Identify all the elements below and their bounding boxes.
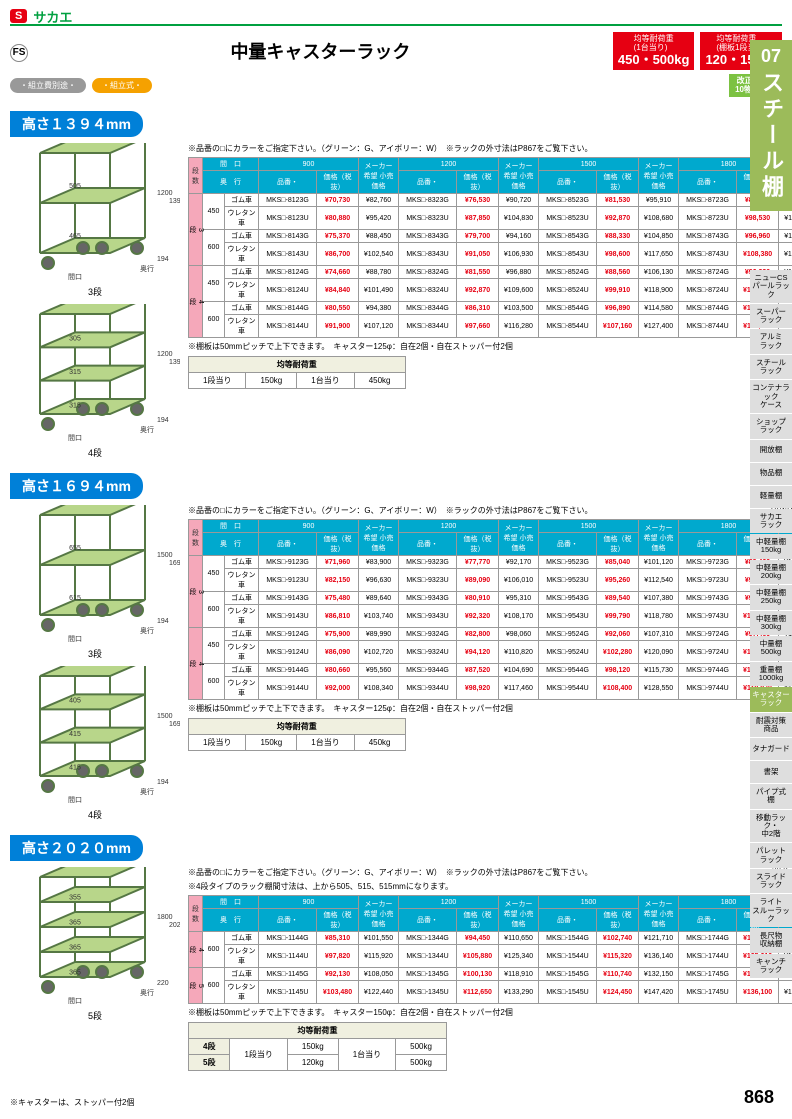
rack-drawing: 40541541515001694194間口奥行4段 bbox=[10, 666, 180, 821]
svg-text:194: 194 bbox=[157, 618, 169, 625]
category-item: タナガード bbox=[750, 738, 792, 760]
page-number: 868 bbox=[744, 1087, 782, 1108]
svg-text:1500: 1500 bbox=[157, 552, 173, 559]
table-note-extra: ※4段タイプのラック棚間寸法は、上から505、515、515mmになります。 bbox=[188, 881, 792, 892]
top-bar: S サカエ bbox=[10, 8, 782, 26]
load-table: 均等耐荷重1段当り150kg1台当り450kg bbox=[188, 356, 406, 389]
category-item: パレット ラック bbox=[750, 843, 792, 868]
price-table: 段 数間 口900メーカー 希望 小売価格1200メーカー 希望 小売価格150… bbox=[188, 157, 792, 338]
category-item: スーパー ラック bbox=[750, 304, 792, 329]
svg-text:1500: 1500 bbox=[157, 713, 173, 720]
svg-text:365: 365 bbox=[69, 970, 81, 977]
svg-text:415: 415 bbox=[69, 731, 81, 738]
svg-text:1394: 1394 bbox=[169, 198, 180, 205]
table-note: ※品番の□にカラーをご指定下さい。（グリーン：G、アイボリー：W） ※ラックの外… bbox=[188, 143, 792, 154]
svg-text:1694: 1694 bbox=[169, 721, 180, 728]
svg-text:奥行: 奥行 bbox=[140, 787, 154, 796]
table-note: ※品番の□にカラーをご指定下さい。（グリーン：G、アイボリー：W） ※ラックの外… bbox=[188, 505, 792, 516]
svg-text:305: 305 bbox=[69, 336, 81, 343]
price-table: 段 数間 口900メーカー 希望 小売価格1200メーカー 希望 小売価格150… bbox=[188, 895, 792, 1004]
category-item: サカエ ラック bbox=[750, 509, 792, 534]
logo-brand: サカエ bbox=[33, 7, 72, 26]
category-item: 中量棚 500kg bbox=[750, 636, 792, 661]
svg-text:間口: 間口 bbox=[68, 796, 82, 804]
svg-text:194: 194 bbox=[157, 256, 169, 263]
table-footnote: ※棚板は50mmピッチで上下できます。 キャスター150φ：自在2個・自在ストッ… bbox=[188, 1007, 792, 1018]
svg-text:194: 194 bbox=[157, 779, 169, 786]
page-footnote: ※キャスターは、ストッパー付2個 bbox=[10, 1097, 134, 1108]
page-title: 中量キャスターラック bbox=[34, 38, 607, 64]
svg-text:405: 405 bbox=[69, 698, 81, 705]
category-item: スチール ラック bbox=[750, 355, 792, 380]
rack-drawing: 35536536536518002020220間口奥行5段 bbox=[10, 867, 180, 1022]
svg-text:間口: 間口 bbox=[68, 273, 82, 281]
category-item: 中軽量棚 300kg bbox=[750, 611, 792, 636]
category-item: ライト スルーラック bbox=[750, 894, 792, 927]
category-item: 重量棚 1000kg bbox=[750, 662, 792, 687]
section-s3-title: 高さ２０２０mm bbox=[10, 835, 143, 861]
svg-text:奥行: 奥行 bbox=[140, 626, 154, 635]
category-item: コンテナラック ケース bbox=[750, 380, 792, 413]
price-table: 段 数間 口900メーカー 希望 小売価格1200メーカー 希望 小売価格150… bbox=[188, 519, 792, 700]
svg-text:465: 465 bbox=[69, 233, 81, 240]
category-item: 中軽量棚 200kg bbox=[750, 560, 792, 585]
svg-text:505: 505 bbox=[69, 183, 81, 190]
fs-icon: FS bbox=[10, 44, 28, 62]
svg-text:1200: 1200 bbox=[157, 190, 173, 197]
category-item: キャンチ ラック bbox=[750, 954, 792, 979]
category-item: ショップ ラック bbox=[750, 414, 792, 439]
svg-text:355: 355 bbox=[69, 895, 81, 902]
svg-text:315: 315 bbox=[69, 403, 81, 410]
chapter-tab: 07 スチール棚 bbox=[750, 40, 792, 211]
svg-text:間口: 間口 bbox=[68, 434, 82, 442]
category-item: アルミ ラック bbox=[750, 329, 792, 354]
load-table: 均等耐荷重1段当り150kg1台当り450kg bbox=[188, 718, 406, 751]
category-item: スライド ラック bbox=[750, 869, 792, 894]
section-s2-title: 高さ１６９４mm bbox=[10, 473, 143, 499]
svg-text:415: 415 bbox=[69, 765, 81, 772]
category-item: 長尺物 収納棚 bbox=[750, 928, 792, 953]
svg-text:365: 365 bbox=[69, 945, 81, 952]
svg-text:間口: 間口 bbox=[68, 997, 82, 1005]
svg-text:間口: 間口 bbox=[68, 635, 82, 643]
svg-text:2020: 2020 bbox=[169, 922, 180, 929]
category-item: 耐震対策 商品 bbox=[750, 713, 792, 738]
load-badge-total: 均等耐荷重 (1台当り) 450・500kg bbox=[613, 32, 695, 70]
svg-text:194: 194 bbox=[157, 417, 169, 424]
svg-text:1200: 1200 bbox=[157, 351, 173, 358]
table-footnote: ※棚板は50mmピッチで上下できます。 キャスター125φ：自在2個・自在ストッ… bbox=[188, 341, 792, 352]
svg-text:奥行: 奥行 bbox=[140, 425, 154, 434]
rack-drawing: 30531531512001394194間口奥行4段 bbox=[10, 304, 180, 459]
table-note: ※品番の□にカラーをご指定下さい。（グリーン：G、アイボリー：W） ※ラックの外… bbox=[188, 867, 792, 878]
svg-text:奥行: 奥行 bbox=[140, 988, 154, 997]
category-item: 軽量棚 bbox=[750, 486, 792, 508]
rack-drawing: 50546512001394194間口奥行3段 bbox=[10, 143, 180, 298]
category-item: パイプ式 棚 bbox=[750, 784, 792, 809]
pill-assembly-fee: ・組立費別途・ bbox=[10, 78, 86, 93]
category-item: キャスター ラック bbox=[750, 687, 792, 712]
svg-text:220: 220 bbox=[157, 980, 169, 987]
load-table: 均等耐荷重4段1段当り150kg1台当り500kg5段120kg500kg bbox=[188, 1022, 447, 1071]
svg-text:1694: 1694 bbox=[169, 560, 180, 567]
category-item: 開放棚 bbox=[750, 440, 792, 462]
section-s1-title: 高さ１３９４mm bbox=[10, 111, 143, 137]
svg-text:655: 655 bbox=[69, 545, 81, 552]
category-item: 中軽量棚 250kg bbox=[750, 585, 792, 610]
svg-text:315: 315 bbox=[69, 369, 81, 376]
table-footnote: ※棚板は50mmピッチで上下できます。 キャスター125φ：自在2個・自在ストッ… bbox=[188, 703, 792, 714]
category-index: ニューCS パールラックスーパー ラックアルミ ラックスチール ラックコンテナラ… bbox=[750, 270, 792, 979]
category-item: ニューCS パールラック bbox=[750, 270, 792, 303]
svg-text:奥行: 奥行 bbox=[140, 264, 154, 273]
category-item: 書架 bbox=[750, 761, 792, 783]
logo-mark: S bbox=[10, 9, 27, 23]
category-item: 移動ラック・ 中2階 bbox=[750, 810, 792, 843]
category-item: 中軽量棚 150kg bbox=[750, 534, 792, 559]
rack-drawing: 65561515001694194間口奥行3段 bbox=[10, 505, 180, 660]
svg-text:1394: 1394 bbox=[169, 359, 180, 366]
svg-text:365: 365 bbox=[69, 920, 81, 927]
pill-assembly-type: ・組立式・ bbox=[92, 78, 152, 93]
svg-text:615: 615 bbox=[69, 595, 81, 602]
svg-text:1800: 1800 bbox=[157, 914, 173, 921]
category-item: 物品棚 bbox=[750, 463, 792, 485]
